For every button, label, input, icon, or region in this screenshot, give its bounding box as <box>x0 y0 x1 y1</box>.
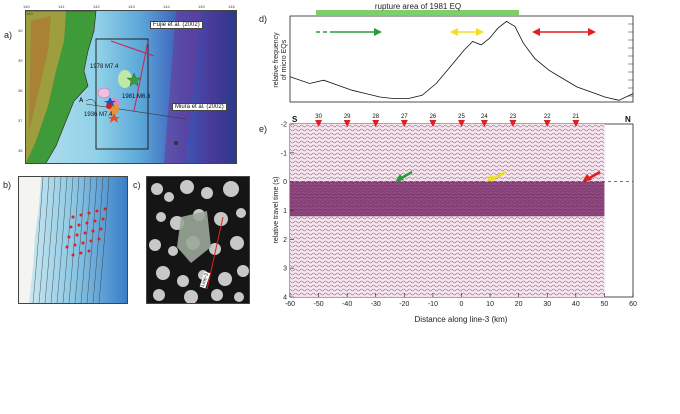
frequency-line <box>289 20 634 101</box>
map-c: Line-3 <box>146 176 250 304</box>
y-tick-label: -2 <box>281 122 287 129</box>
panel-label-b: b) <box>3 180 12 190</box>
map-a-lon-tick: 146 <box>228 4 235 9</box>
map-a-lat-tick: 37 <box>18 118 23 123</box>
y-tick-label: 4 <box>283 295 287 302</box>
green-arrow-e <box>395 170 413 182</box>
panel-d-frame <box>289 15 634 103</box>
x-tick-label: 20 <box>515 301 523 308</box>
station-marker <box>315 120 323 127</box>
yellow-arrow-d <box>450 28 484 36</box>
panel-d-ylabel-1: relative frequency <box>273 32 280 88</box>
station-marker <box>400 120 408 127</box>
x-tick-label: 30 <box>543 301 551 308</box>
map-a-lat-tick: 36 <box>18 148 23 153</box>
station-marker <box>429 120 437 127</box>
y-tick-label: 2 <box>283 237 287 244</box>
rupture-label: rupture area of 1981 EQ <box>375 2 461 11</box>
map-a-lat-tick: 39 <box>18 58 23 63</box>
label-point-a: A <box>79 98 84 104</box>
label-miura: Miura et al. (2002) <box>172 103 227 111</box>
panel-label-e: e) <box>259 124 268 134</box>
dense-band <box>290 181 605 217</box>
map-b <box>18 176 128 304</box>
station-label: 28 <box>372 114 379 120</box>
station-marker <box>572 120 580 127</box>
map-a-lon-tick: 144 <box>163 4 170 9</box>
label-eq1981: 1981 M6.8 <box>122 94 151 100</box>
red-arrow-d <box>532 28 596 36</box>
station-label: 21 <box>572 114 579 120</box>
red-arrow-e <box>582 170 601 182</box>
map-a-lon-tick: 140 <box>23 4 30 9</box>
station-label: 27 <box>401 114 408 120</box>
station-marker <box>343 120 351 127</box>
panel-e-xlabel: Distance along line-3 (km) <box>415 315 508 324</box>
rupture-bar <box>316 10 519 15</box>
panel-label-d: d) <box>259 14 268 24</box>
station-markers: 30 29 28 27 26 25 24 23 22 21 <box>315 114 580 127</box>
panel-d-ylabel-2: of micro EQs <box>281 39 288 80</box>
x-tick-label: -10 <box>428 301 438 308</box>
panel-label-a: a) <box>4 30 13 40</box>
map-a: 140 <box>25 10 237 164</box>
end-label-s: S <box>292 115 298 124</box>
station-label: 29 <box>344 114 351 120</box>
station-marker <box>480 120 488 127</box>
x-tick-label: -30 <box>371 301 381 308</box>
x-tick-label: 40 <box>572 301 580 308</box>
x-tick-label: 0 <box>460 301 464 308</box>
x-ticks: -60 -50 -40 -30 -20 -10 0 10 20 30 40 50 60 <box>285 293 637 308</box>
label-fujie: Fujie et al. (2002) <box>150 21 203 29</box>
panel-label-c: c) <box>133 180 141 190</box>
y-tick-label: -1 <box>281 150 287 157</box>
x-tick-label: -60 <box>285 301 295 308</box>
station-label: 22 <box>544 114 551 120</box>
map-a-lat-tick: 38 <box>18 88 23 93</box>
y-ticks: -2 -1 0 1 2 3 4 <box>281 122 294 302</box>
panel-d: rupture area of 1981 EQ relative frequen… <box>273 2 634 103</box>
label-eq1936: 1936 M7.4 <box>84 112 113 118</box>
map-a-lon-tick: 140 <box>26 11 33 16</box>
station-marker <box>372 120 380 127</box>
station-label: 26 <box>430 114 437 120</box>
y-tick-label: 1 <box>283 208 287 215</box>
map-a-lon-tick: 143 <box>128 4 135 9</box>
x-tick-label: -20 <box>399 301 409 308</box>
station-label: 23 <box>510 114 517 120</box>
map-b-graphic <box>19 177 127 303</box>
map-a-lon-tick: 141 <box>58 4 65 9</box>
x-tick-label: -40 <box>342 301 352 308</box>
panel-d-ticks <box>628 23 633 97</box>
station-marker <box>509 120 517 127</box>
station-label: 30 <box>315 114 322 120</box>
map-a-lat-tick: 40 <box>18 28 23 33</box>
map-a-graphic <box>26 11 236 163</box>
station-label: 25 <box>458 114 465 120</box>
map-a-lon-tick: 142 <box>93 4 100 9</box>
yellow-arrow-e <box>486 170 507 182</box>
station-marker <box>458 120 465 127</box>
x-tick-label: 10 <box>486 301 494 308</box>
station-marker <box>543 120 551 127</box>
panel-e-ylabel: relative travel time (s) <box>273 177 280 244</box>
station-label: 24 <box>481 114 488 120</box>
x-tick-label: -50 <box>314 301 324 308</box>
map-c-graphic <box>147 177 249 303</box>
x-tick-label: 60 <box>629 301 637 308</box>
green-arrow-d <box>316 28 382 36</box>
x-tick-label: 50 <box>601 301 609 308</box>
y-tick-label: 3 <box>283 266 287 273</box>
y-tick-label: 0 <box>283 179 287 186</box>
label-eq1978: 1978 M7.4 <box>90 64 119 70</box>
map-a-lon-tick: 145 <box>198 4 205 9</box>
end-label-n: N <box>625 115 631 124</box>
